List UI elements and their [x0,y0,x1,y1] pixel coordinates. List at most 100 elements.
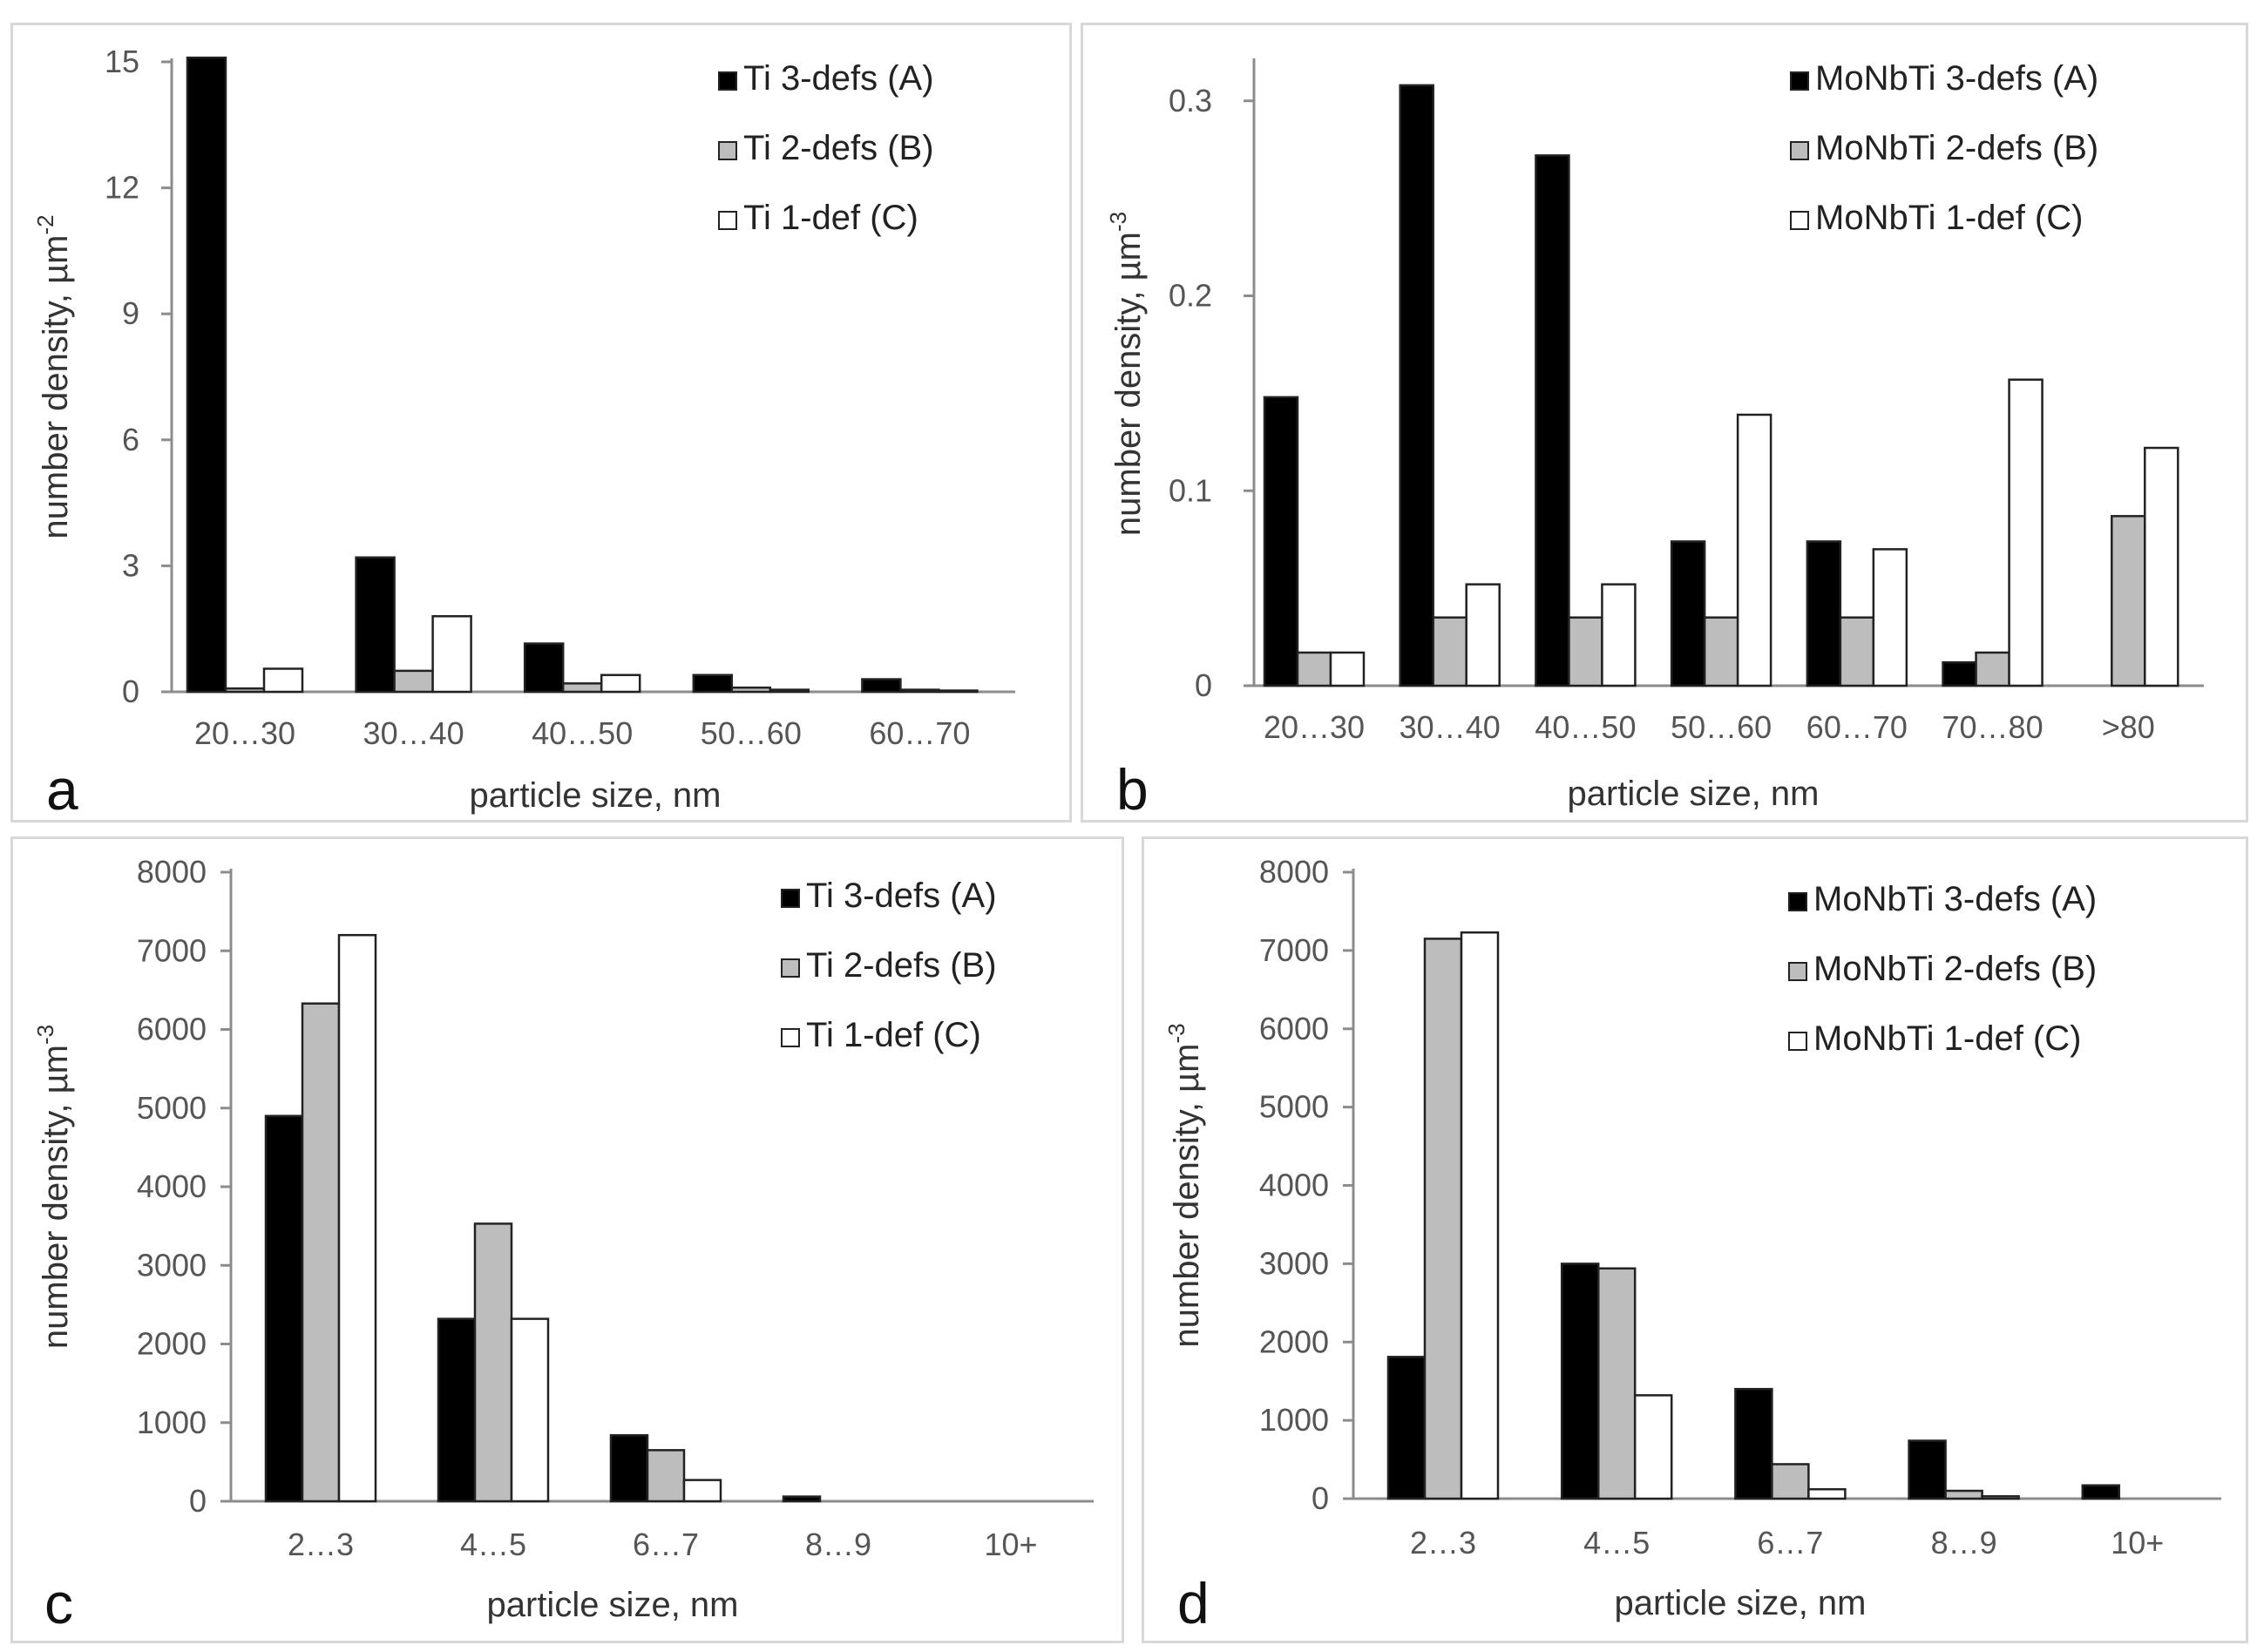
bar-b-series2-cat3 [1568,616,1603,687]
chart-b: 0 0.1 0.2 0.3 20…30 30…40 40…50 50…60 60…70 70…80… [1105,58,2204,820]
bar-d-series3-cat1 [1460,931,1500,1500]
chart-panel-a: 0 3 6 9 12 15 20…30 30…40 40…50 50…60 60…70 particl… [10,23,1072,823]
y-tick-label: 6000 [137,1012,207,1047]
panel-label: b [1116,757,1149,820]
y-tick-label: 2000 [137,1326,207,1362]
bar-d-series3-cat4 [1981,1495,2020,1500]
x-tick-label: 20…30 [1264,709,1365,745]
bar-a-series1-cat4 [692,674,734,694]
y-axis-title: number density, µm-3 [32,1025,75,1349]
y-axis-title: number density, µm-3 [1163,1023,1206,1347]
x-tick-label: 30…40 [1400,709,1501,745]
x-tick-label: 50…60 [701,715,802,751]
legend-swatch-1 [718,71,737,91]
legend-label-2: MoNbTi 2-defs (B) [1815,129,2098,167]
y-axis-title-superscript: -3 [1105,212,1131,232]
chart-d: 0 1000 2000 3000 4000 5000 6000 7000 8000 2…3 4…5 6… [1163,854,2221,1635]
bar-a-series3-cat1 [262,667,304,694]
bar-d-series1-cat1 [1386,1356,1427,1500]
bar-b-series3-cat1 [1329,651,1366,687]
legend-label-1: Ti 3-defs (A) [743,59,934,98]
legend-swatch-2 [1788,962,1807,981]
bar-c-series1-cat4 [782,1495,822,1503]
x-axis-title: particle size, nm [1615,1584,1867,1622]
bar-b-series3-cat5 [1872,548,1908,687]
legend-swatch-1 [781,889,800,908]
bar-a-series2-cat2 [393,669,434,694]
bar-a-series1-cat2 [355,556,396,694]
bar-d-series2-cat2 [1596,1267,1637,1500]
bar-d-series2-cat1 [1423,938,1463,1500]
bar-c-series1-cat2 [437,1317,477,1503]
panel-label: d [1177,1571,1210,1635]
bar-c-series1-cat3 [609,1433,649,1503]
y-tick-label: 6000 [1259,1011,1329,1046]
legend-label-2: MoNbTi 2-defs (B) [1813,950,2097,988]
x-axis-title: particle size, nm [470,776,722,815]
y-tick-label: 1000 [1259,1402,1329,1438]
x-axis-title: particle size, nm [1568,775,1820,813]
y-tick-label: 5000 [137,1090,207,1126]
y-tick-label: 0 [189,1483,207,1519]
y-tick-label: 3000 [137,1247,207,1283]
legend-swatch-2 [718,141,737,160]
x-tick-label: 10+ [984,1527,1037,1562]
bar-c-series3-cat2 [510,1317,550,1503]
y-tick-label: 5000 [1259,1089,1329,1125]
chart-panel-b: 0 0.1 0.2 0.3 20…30 30…40 40…50 50…60 60…70 70…80… [1081,23,2248,823]
y-tick-label: 3 [122,547,139,583]
x-tick-label: 20…30 [194,715,295,751]
y-tick-label: 0.3 [1169,83,1212,118]
bar-b-series2-cat5 [1839,616,1875,687]
y-axis-title-text: number density, µm [1168,1044,1206,1348]
legend-label-3: MoNbTi 1-def (C) [1813,1019,2081,1058]
x-axis-title: particle size, nm [487,1586,739,1624]
bar-b-series3-cat3 [1601,583,1637,687]
y-tick-label: 4000 [1259,1168,1329,1203]
y-axis-title: number density, µm-2 [32,214,75,538]
panel-label: a [46,757,78,820]
bar-b-series1-cat4 [1670,540,1706,687]
legend-swatch-3 [718,211,737,230]
x-tick-label: 8…9 [805,1527,871,1562]
bar-b-series1-cat1 [1263,396,1299,687]
x-tick-label: 10+ [2111,1525,2164,1561]
legend-swatch-2 [781,958,800,978]
y-axis-title-superscript: -3 [1163,1023,1190,1043]
x-tick-label: 2…3 [288,1527,354,1562]
bar-a-series2-cat3 [561,682,603,694]
legend-label-1: Ti 3-defs (A) [806,877,997,915]
bar-a-series3-cat2 [431,614,472,694]
x-tick-label: 6…7 [633,1527,699,1562]
y-tick-label: 1000 [137,1405,207,1440]
bar-d-series2-cat3 [1771,1463,1810,1500]
bar-c-series2-cat3 [646,1449,686,1503]
bar-b-series1-cat6 [1942,660,1977,687]
chart-panel-d: 0 1000 2000 3000 4000 5000 6000 7000 8000 2…3 4…5 6… [1142,836,2248,1643]
y-tick-label: 7000 [1259,932,1329,968]
bar-a-series1-cat5 [861,678,902,694]
bar-d-series3-cat2 [1633,1394,1673,1500]
x-tick-label: 60…70 [869,715,970,751]
x-tick-label: 6…7 [1757,1525,1823,1561]
y-axis-title: number density, µm-3 [1105,212,1148,536]
x-tick-label: 8…9 [1931,1525,1997,1561]
legend-swatch-1 [1788,892,1807,911]
bar-b-series1-cat5 [1806,540,1842,687]
y-tick-label: 9 [122,295,139,331]
bar-b-series3-cat2 [1465,583,1501,687]
y-tick-label: 3000 [1259,1245,1329,1281]
chart-panel-c: 0 1000 2000 3000 4000 5000 6000 7000 8000 2…3 4…5 6… [10,836,1124,1643]
y-tick-label: 7000 [137,932,207,968]
bar-a-series3-cat4 [769,688,810,694]
y-tick-label: 0 [1195,667,1212,703]
y-tick-label: 12 [105,170,139,206]
bar-b-series2-cat4 [1703,616,1739,687]
bar-b-series2-cat1 [1296,651,1332,687]
x-tick-label: 50…60 [1671,709,1772,745]
bar-b-series1-cat2 [1399,84,1434,687]
y-tick-label: 0.1 [1169,472,1212,508]
x-tick-label: 70…80 [1942,709,2044,745]
bar-c-series1-cat1 [264,1114,304,1503]
y-axis-title-text: number density, µm [37,1045,75,1349]
